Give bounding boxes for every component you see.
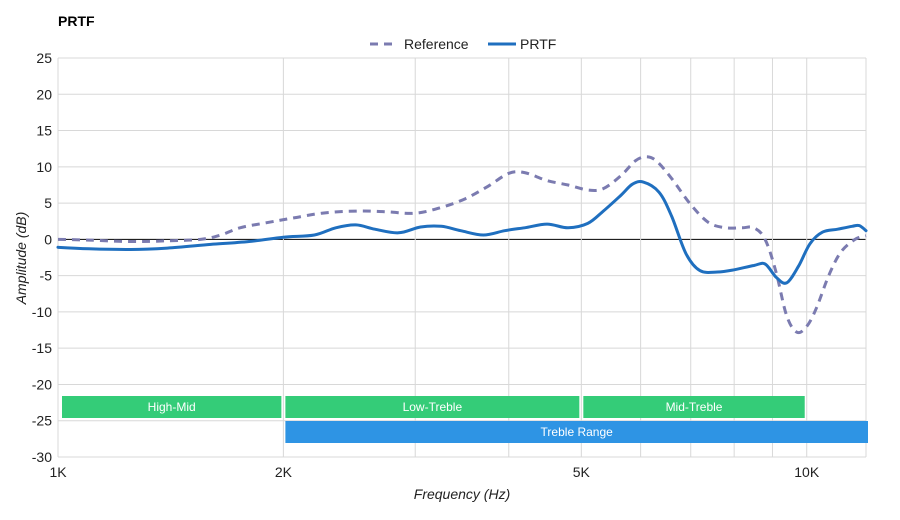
y-tick-label: 5 <box>44 195 52 211</box>
legend-label: PRTF <box>520 36 556 52</box>
y-tick-label: 15 <box>36 123 52 139</box>
legend: Reference PRTF <box>370 36 556 52</box>
grid-layer <box>57 57 867 458</box>
y-axis-title: Amplitude (dB) <box>13 212 29 306</box>
band-label: Treble Range <box>541 425 614 439</box>
y-tick-label: -10 <box>32 304 52 320</box>
x-tick-label: 1K <box>49 464 67 480</box>
x-axis-title: Frequency (Hz) <box>414 486 510 502</box>
series-line-prtf <box>56 180 868 285</box>
y-tick-label: -25 <box>32 413 52 429</box>
x-tick-label: 5K <box>573 464 591 480</box>
y-tick-label: -20 <box>32 376 52 392</box>
y-tick-label: 0 <box>44 231 52 247</box>
y-tick-label: -15 <box>32 340 52 356</box>
series-line-reference <box>57 155 867 335</box>
band-bar <box>285 396 580 418</box>
band-label: High-Mid <box>148 400 196 414</box>
band-label: Mid-Treble <box>666 400 723 414</box>
x-tick-label: 2K <box>275 464 293 480</box>
band-layer: High-Mid Low-Treble Mid-Treble Treble Range <box>62 396 869 443</box>
y-tick-label: 20 <box>36 86 52 102</box>
band-bar <box>583 396 805 418</box>
x-tick-label: 10K <box>794 464 820 480</box>
chart-title: PRTF <box>58 13 95 29</box>
y-tick-label: 25 <box>36 50 52 66</box>
y-tick-label: -5 <box>40 268 53 284</box>
series-layer <box>56 155 868 335</box>
band-bar <box>285 421 869 443</box>
y-tick-label: -30 <box>32 449 52 465</box>
legend-label: Reference <box>404 36 469 52</box>
y-tick-label: 10 <box>36 159 52 175</box>
band-label: Low-Treble <box>403 400 463 414</box>
band-bar <box>62 396 282 418</box>
